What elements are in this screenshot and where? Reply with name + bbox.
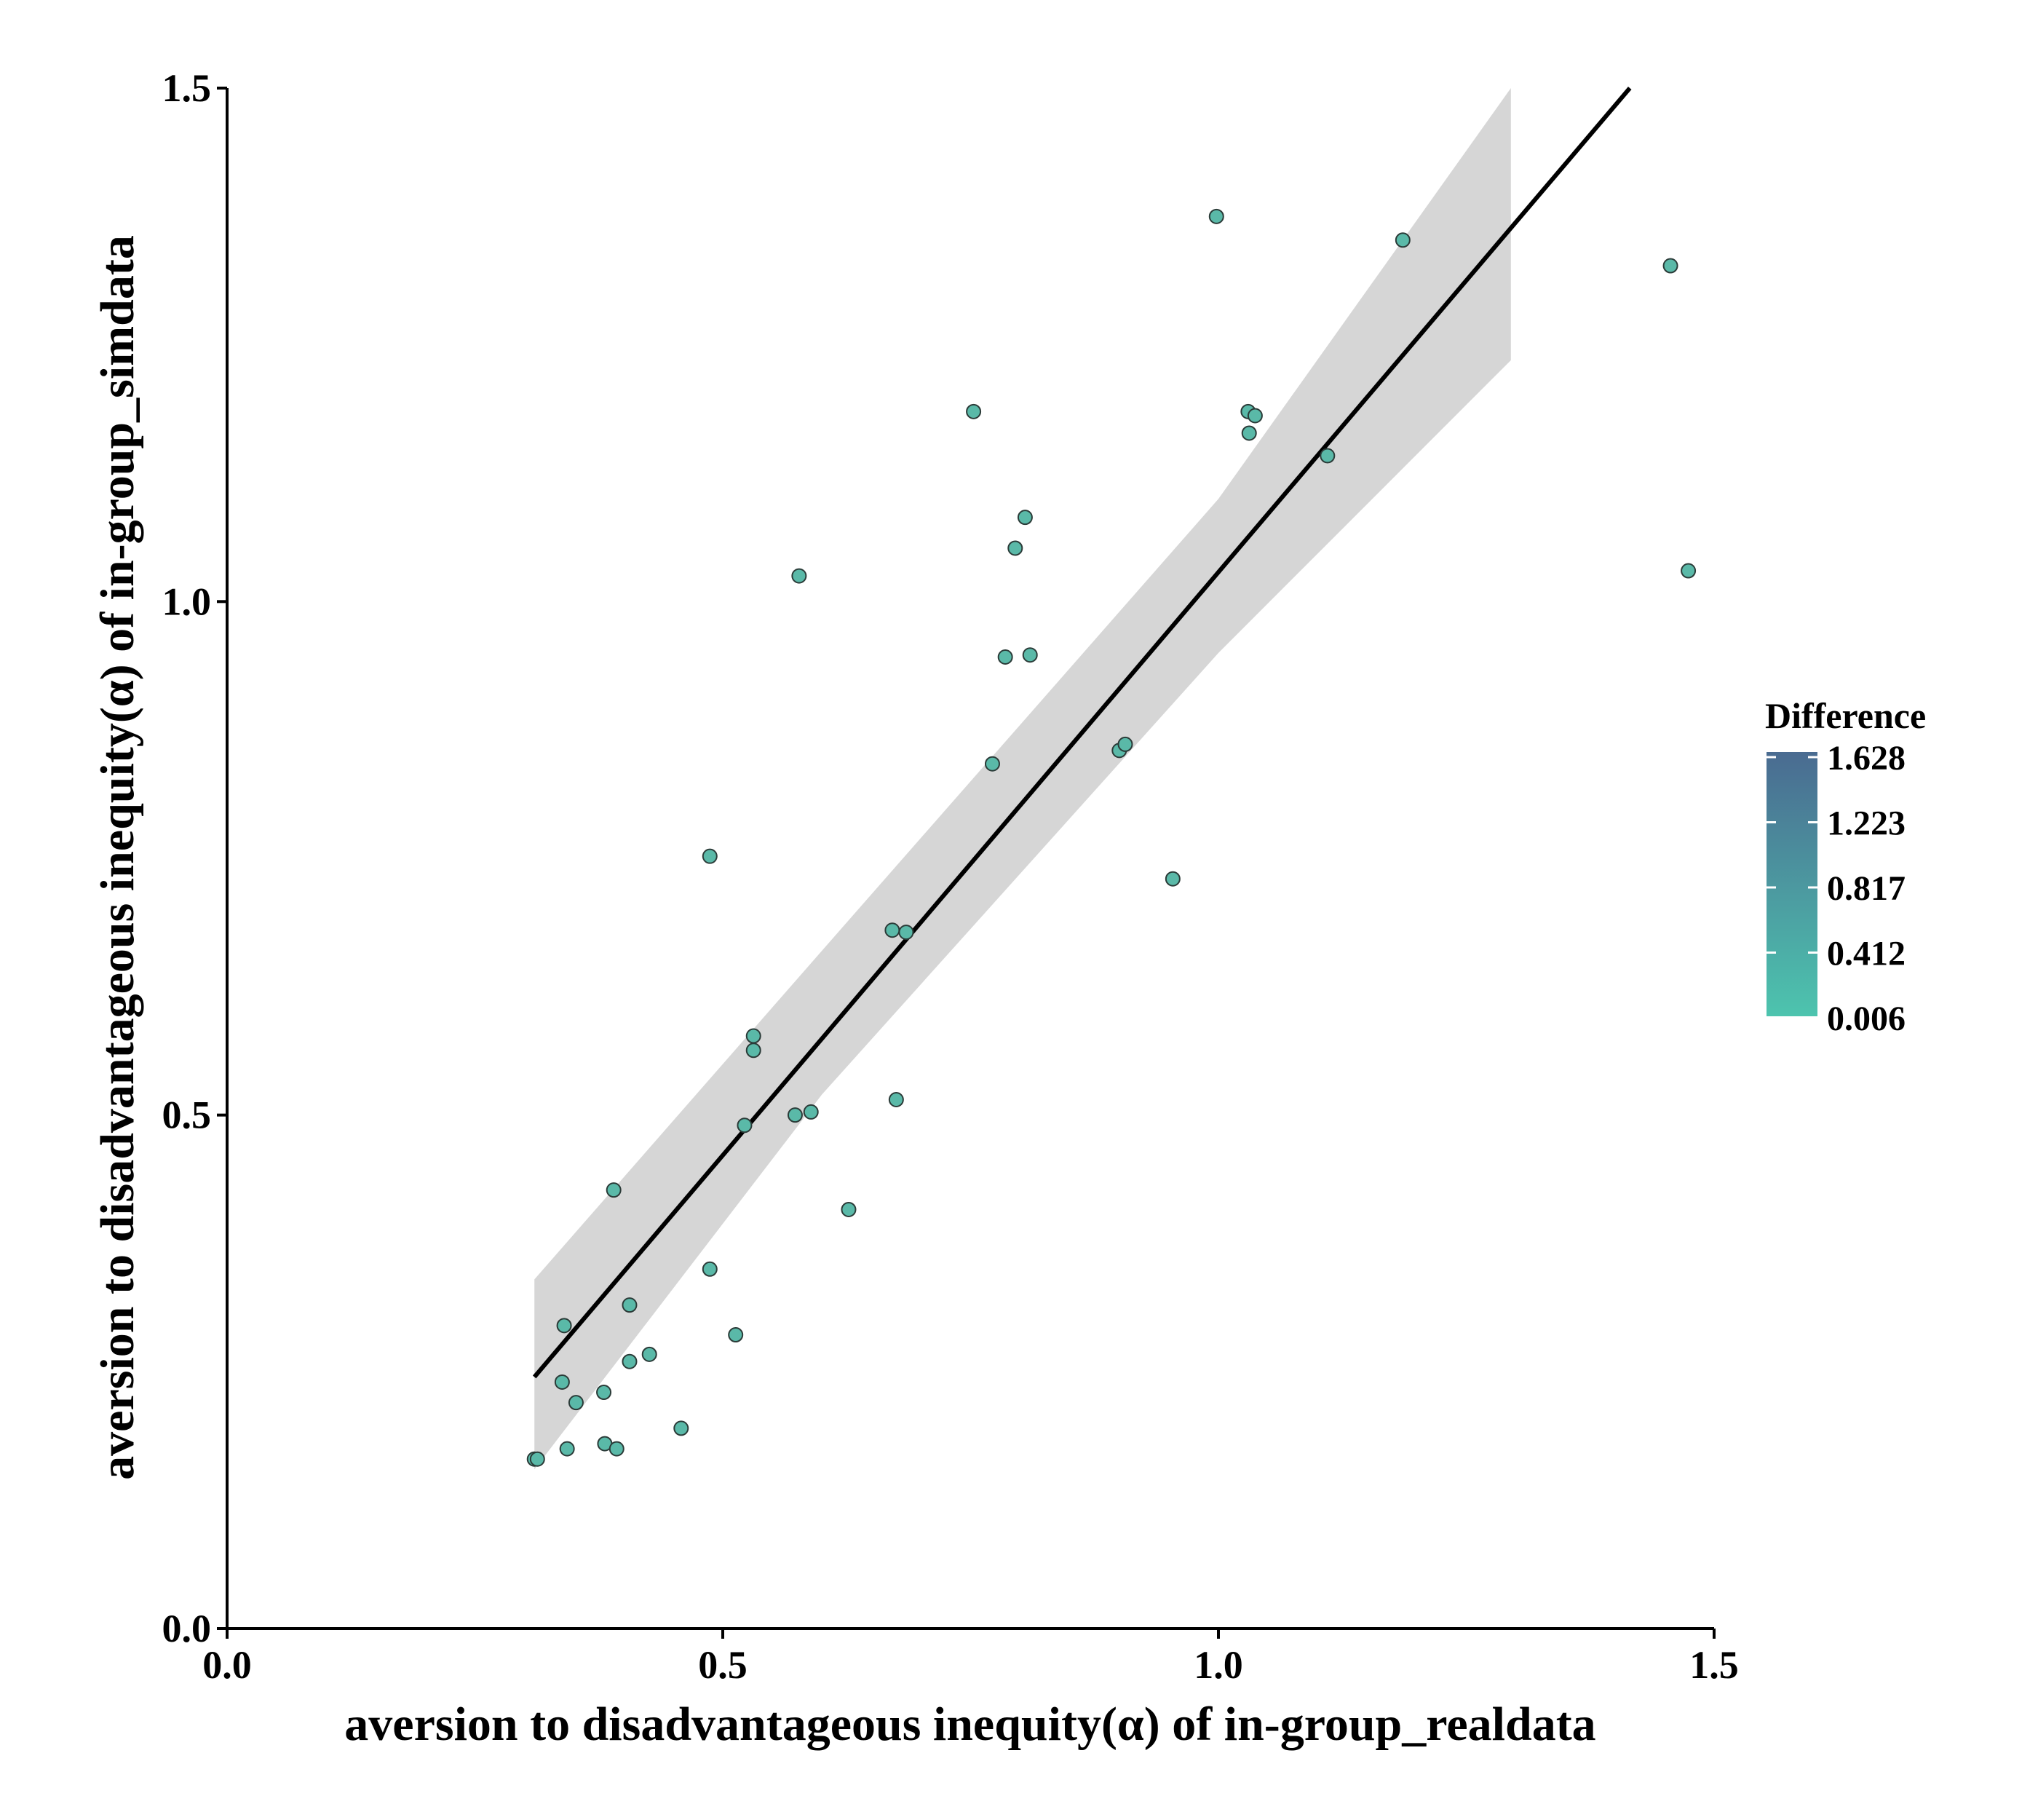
data-point bbox=[1681, 563, 1697, 579]
y-tick-label: 1.0 bbox=[162, 579, 212, 623]
data-point bbox=[791, 568, 807, 584]
axis-ticks: 0.0 0.5 1.0 1.5 0.0 0.5 1.0 1.5 bbox=[162, 66, 1739, 1687]
regression-line bbox=[532, 87, 1632, 1379]
data-point bbox=[529, 1451, 545, 1467]
x-tick-label: 1.5 bbox=[1689, 1643, 1739, 1687]
data-point bbox=[1117, 736, 1133, 752]
data-point bbox=[884, 922, 900, 938]
data-point bbox=[673, 1420, 689, 1436]
data-point bbox=[1165, 871, 1181, 887]
data-point bbox=[1017, 510, 1033, 526]
data-point bbox=[803, 1104, 819, 1120]
data-point bbox=[1241, 425, 1257, 441]
data-point bbox=[554, 1374, 570, 1390]
data-point bbox=[787, 1107, 803, 1123]
data-point bbox=[984, 756, 1000, 772]
fit-line bbox=[532, 87, 1632, 1379]
data-point bbox=[841, 1201, 857, 1217]
legend-title: Difference bbox=[1765, 695, 1926, 736]
data-point bbox=[997, 649, 1013, 665]
legend-tick-label: 0.817 bbox=[1827, 869, 1906, 908]
data-point bbox=[728, 1327, 744, 1343]
data-point bbox=[622, 1353, 638, 1369]
data-point bbox=[596, 1385, 612, 1401]
x-tick-label: 0.0 bbox=[202, 1643, 252, 1687]
data-point bbox=[966, 403, 982, 419]
data-point bbox=[1662, 258, 1678, 274]
data-point bbox=[559, 1441, 575, 1457]
x-axis-title: aversion to disadvantageous inequity(α) … bbox=[344, 1698, 1595, 1751]
legend-tick-label: 0.412 bbox=[1827, 935, 1906, 973]
data-point bbox=[1007, 540, 1023, 556]
data-point bbox=[1395, 232, 1411, 248]
data-point bbox=[1022, 647, 1038, 663]
x-tick-label: 1.0 bbox=[1194, 1643, 1243, 1687]
y-tick-label: 0.5 bbox=[162, 1093, 212, 1137]
color-legend: Difference 1.628 1.223 0.817 0.412 0.006 bbox=[1765, 695, 1926, 1038]
y-tick-label: 0.0 bbox=[162, 1607, 212, 1650]
legend-tick-label: 0.006 bbox=[1827, 1000, 1906, 1038]
y-axis-title: aversion to disadvantageous inequity(α) … bbox=[91, 235, 144, 1480]
data-point bbox=[606, 1182, 622, 1198]
data-point bbox=[1247, 408, 1263, 424]
data-point bbox=[702, 848, 718, 864]
legend-ticks: 1.628 1.223 0.817 0.412 0.006 bbox=[1767, 739, 1906, 1038]
data-point bbox=[888, 1092, 904, 1108]
data-point bbox=[1208, 208, 1224, 224]
legend-tick-label: 1.628 bbox=[1827, 739, 1906, 778]
data-point bbox=[898, 925, 914, 941]
data-point bbox=[737, 1117, 753, 1133]
confidence-band bbox=[534, 88, 1511, 1470]
legend-tick-label: 1.223 bbox=[1827, 804, 1906, 843]
data-points bbox=[526, 208, 1697, 1467]
data-point bbox=[622, 1297, 638, 1313]
data-point bbox=[702, 1261, 718, 1277]
data-point bbox=[556, 1318, 572, 1334]
confidence-band-area bbox=[534, 88, 1511, 1470]
data-point bbox=[641, 1346, 657, 1362]
data-point bbox=[745, 1028, 761, 1044]
data-point bbox=[745, 1042, 761, 1059]
y-tick-label: 1.5 bbox=[162, 66, 212, 110]
legend-colorbar bbox=[1767, 752, 1817, 1016]
data-point bbox=[568, 1395, 584, 1411]
data-point bbox=[1320, 448, 1336, 464]
x-tick-label: 0.5 bbox=[698, 1643, 748, 1687]
data-point bbox=[608, 1441, 625, 1457]
